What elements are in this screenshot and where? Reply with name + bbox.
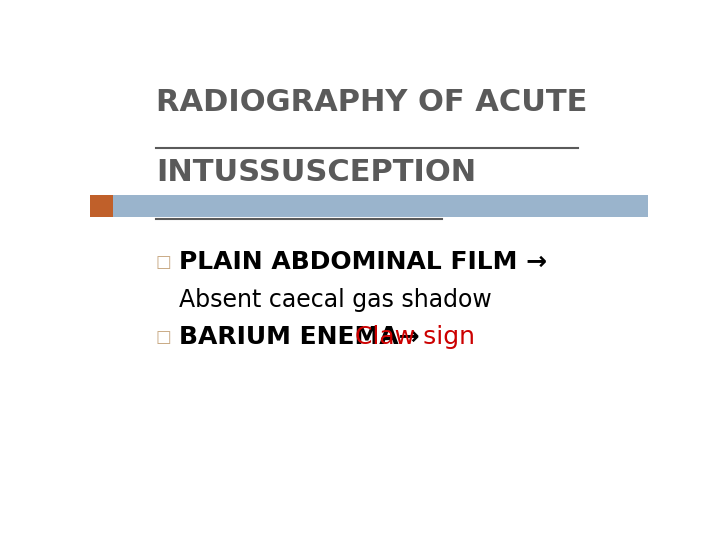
Bar xyxy=(90,195,648,217)
Text: □: □ xyxy=(156,253,171,271)
Text: Claw sign: Claw sign xyxy=(355,325,475,349)
Text: □: □ xyxy=(156,328,171,346)
Text: PLAIN ABDOMINAL FILM →: PLAIN ABDOMINAL FILM → xyxy=(179,251,547,274)
Bar xyxy=(90,195,114,217)
Text: Absent caecal gas shadow: Absent caecal gas shadow xyxy=(179,288,492,312)
Text: INTUSSUSCEPTION: INTUSSUSCEPTION xyxy=(156,158,476,187)
Text: BARIUM ENEMA→: BARIUM ENEMA→ xyxy=(179,325,428,349)
Text: RADIOGRAPHY OF ACUTE: RADIOGRAPHY OF ACUTE xyxy=(156,87,588,117)
